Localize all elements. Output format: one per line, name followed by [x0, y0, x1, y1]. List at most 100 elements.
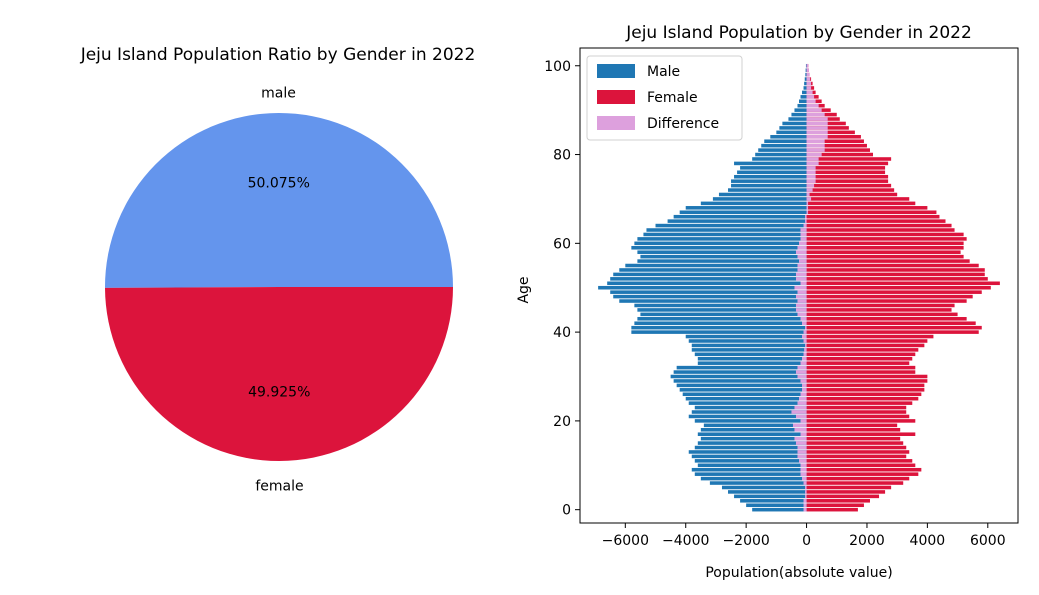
male-bar-age-48: [613, 294, 807, 299]
difference-bar-age-9: [800, 467, 807, 472]
pie-title: Jeju Island Population Ratio by Gender i…: [80, 45, 476, 65]
female-bar-age-68: [806, 206, 928, 210]
female-bar-age-6: [806, 481, 904, 485]
y-axis-ticks: 0 20 40 60 80 100: [544, 59, 580, 519]
female-bar-age-73: [806, 183, 892, 188]
male-bar-age-21: [688, 414, 807, 419]
male-bar-age-46: [634, 303, 807, 308]
male-bar-age-17: [697, 432, 807, 436]
female-bar-age-47: [806, 299, 967, 303]
male-bar-age-80: [755, 152, 807, 157]
difference-bar-age-60: [799, 241, 807, 246]
difference-bar-age-61: [800, 237, 807, 241]
y-tick-label: 20: [553, 414, 571, 430]
difference-bar-age-3: [805, 494, 807, 499]
female-bar-age-19: [806, 423, 898, 428]
female-bar-age-78: [806, 161, 889, 166]
female-bar-age-24: [806, 401, 913, 405]
male-bar-age-31: [673, 370, 807, 374]
difference-bar-age-44: [797, 312, 807, 317]
male-bar-age-47: [619, 299, 807, 303]
pie-slice-label-male: male: [261, 86, 296, 102]
female-bar-age-16: [806, 436, 901, 441]
female-bar-age-44: [806, 312, 958, 317]
male-bar-age-30: [670, 374, 807, 379]
y-tick-label: 80: [553, 148, 571, 164]
legend-label-male: Male: [647, 64, 680, 80]
difference-bar-age-40: [803, 330, 807, 334]
bars: [598, 63, 1000, 512]
female-bar-age-14: [806, 445, 907, 450]
female-bar-age-34: [806, 356, 913, 361]
difference-bar-age-21: [795, 414, 807, 419]
difference-bar-age-59: [797, 245, 807, 250]
legend-swatch-male: [597, 64, 635, 78]
x-tick-label: 0: [802, 533, 811, 549]
male-bar-age-20: [694, 419, 807, 423]
difference-bar-age-82: [806, 143, 825, 148]
male-bar-age-33: [697, 361, 807, 365]
pie-slices: [104, 112, 454, 461]
y-tick-label: 60: [553, 236, 571, 252]
male-bar-age-0: [752, 507, 807, 512]
difference-bar-age-23: [794, 405, 807, 410]
difference-bar-age-25: [799, 396, 807, 401]
y-tick-label: 40: [553, 325, 571, 341]
difference-bar-age-91: [806, 103, 819, 108]
female-bar-age-50: [806, 285, 991, 290]
difference-bar-age-26: [800, 392, 807, 397]
difference-bar-age-88: [806, 117, 828, 121]
legend-label-difference: Difference: [647, 116, 719, 132]
female-bar-age-70: [806, 197, 910, 201]
male-bar-age-84: [770, 135, 807, 139]
difference-bar-age-12: [797, 454, 807, 459]
male-bar-age-34: [697, 356, 807, 361]
male-bar-age-29: [673, 379, 807, 383]
female-bar-age-49: [806, 290, 982, 294]
male-bar-age-53: [613, 272, 807, 277]
difference-bar-age-68: [806, 206, 809, 210]
difference-bar-age-74: [806, 179, 816, 183]
male-bar-age-27: [679, 388, 807, 392]
male-bar-age-9: [691, 467, 807, 472]
x-tick-label: 4000: [910, 533, 946, 549]
male-bar-age-14: [694, 445, 807, 450]
male-bar-age-85: [776, 130, 807, 135]
difference-bar-age-96: [806, 81, 812, 86]
male-bar-age-56: [637, 259, 807, 263]
male-bar-age-69: [700, 201, 807, 206]
female-bar-age-43: [806, 317, 967, 321]
male-bar-age-86: [779, 126, 807, 130]
x-axis-ticks: −6000 −4000 −2000 0 2000 4000 6000: [602, 523, 1006, 549]
female-bar-age-48: [806, 294, 973, 299]
difference-bar-age-8: [800, 472, 807, 476]
female-bar-age-54: [806, 268, 985, 272]
axes-frame: [579, 47, 1019, 524]
difference-bar-age-63: [800, 228, 807, 232]
difference-bar-age-95: [806, 86, 812, 90]
female-bar-age-11: [806, 459, 913, 463]
difference-bar-age-73: [806, 183, 815, 188]
male-bar-age-22: [691, 410, 807, 414]
female-bar-age-45: [806, 308, 952, 312]
difference-bar-age-94: [806, 90, 813, 95]
difference-bar-age-42: [802, 321, 807, 326]
difference-bar-age-87: [806, 121, 828, 126]
y-tick-label: 0: [562, 503, 571, 519]
female-bar-age-5: [806, 485, 892, 490]
female-bar-age-4: [806, 490, 886, 494]
bar-title: Jeju Island Population by Gender in 2022: [625, 23, 972, 43]
female-bar-age-75: [806, 174, 889, 179]
male-bar-age-78: [734, 161, 807, 166]
difference-bar-age-24: [797, 401, 807, 405]
female-bar-age-62: [806, 232, 964, 237]
male-bar-age-55: [625, 263, 807, 268]
male-bar-age-71: [718, 192, 807, 197]
male-bar-age-37: [691, 343, 807, 348]
male-bar-age-28: [676, 383, 807, 388]
difference-bar-age-69: [806, 201, 809, 206]
difference-bar-age-22: [791, 410, 807, 414]
difference-bar-age-81: [806, 148, 825, 152]
y-tick-label: 100: [544, 59, 571, 75]
